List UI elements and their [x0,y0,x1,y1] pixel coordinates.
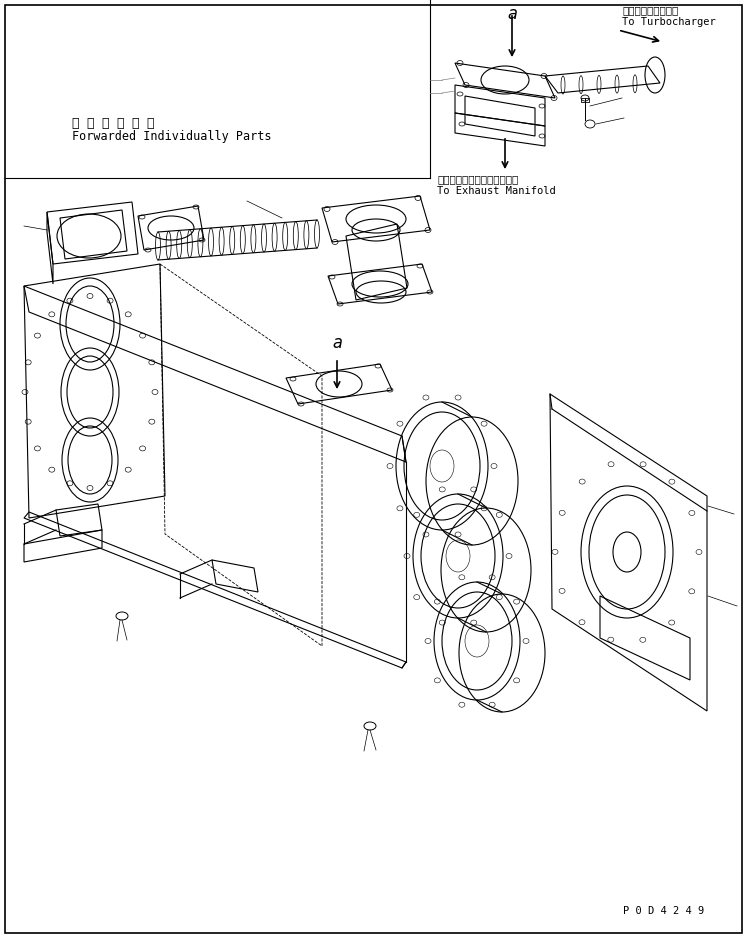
Text: 単 品 発 送 部 品: 単 品 発 送 部 品 [72,117,155,130]
Text: To Turbocharger: To Turbocharger [622,17,716,27]
Text: a: a [507,5,517,23]
Text: To Exhaust Manifold: To Exhaust Manifold [437,186,556,196]
Text: エキゾーストマニホールドヘ: エキゾーストマニホールドヘ [437,174,518,184]
Text: a: a [332,334,342,352]
Text: P 0 D 4 2 4 9: P 0 D 4 2 4 9 [623,906,704,916]
Text: Forwarded Individually Parts: Forwarded Individually Parts [72,130,271,143]
Text: ターボチャージャヘ: ターボチャージャヘ [622,5,678,15]
